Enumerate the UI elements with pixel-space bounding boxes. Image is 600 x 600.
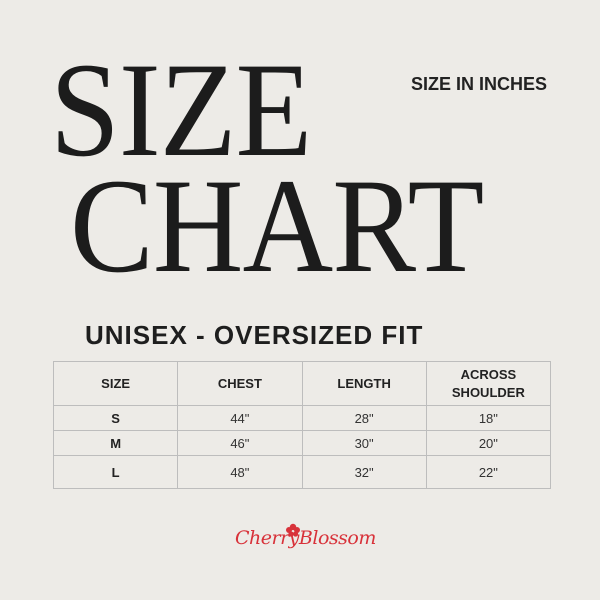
cell-length: 28" <box>301 405 427 431</box>
header-chest: CHEST <box>177 361 303 406</box>
flower-icon <box>286 523 300 537</box>
size-table: SIZE CHEST LENGTH ACROSS SHOULDER S 44" … <box>52 361 552 489</box>
header-length: LENGTH <box>301 361 427 406</box>
units-label: SIZE IN INCHES <box>411 74 548 94</box>
table-row: M 46" 30" 20" <box>52 430 552 456</box>
header-across-shoulder: ACROSS SHOULDER <box>425 361 552 406</box>
cell-shoulder: 20" <box>425 430 552 456</box>
cell-chest: 46" <box>177 430 303 456</box>
cell-size: L <box>52 455 179 489</box>
title-size: SIZE <box>50 36 312 185</box>
cell-length: 32" <box>301 455 427 489</box>
header-size: SIZE <box>52 361 179 406</box>
cell-size: S <box>52 405 179 431</box>
table-row: S 44" 28" 18" <box>52 405 552 431</box>
cell-shoulder: 22" <box>425 455 552 489</box>
cell-chest: 48" <box>177 455 303 489</box>
cherry-blossom-logo: CherryBlossom <box>235 527 376 549</box>
cell-shoulder: 18" <box>425 405 552 431</box>
fit-label: UNISEX - OVERSIZED FIT <box>85 320 424 350</box>
cell-chest: 44" <box>177 405 303 431</box>
cell-size: M <box>52 430 179 456</box>
title-chart: CHART <box>70 152 484 301</box>
cell-length: 30" <box>301 430 427 456</box>
table-row: L 48" 32" 22" <box>52 455 552 489</box>
table-header-row: SIZE CHEST LENGTH ACROSS SHOULDER <box>52 361 552 406</box>
